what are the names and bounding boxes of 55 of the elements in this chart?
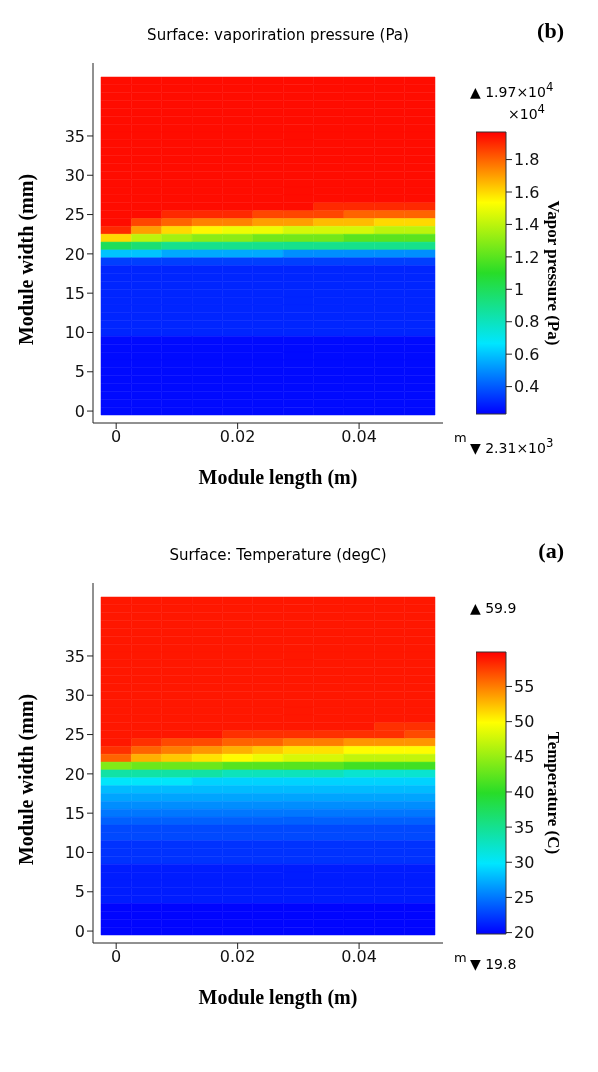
- x-tick-label: 0.04: [341, 947, 377, 967]
- text: m: [454, 950, 467, 965]
- y-tick-label: 0: [74, 401, 85, 421]
- x-axis-title: Module length (m): [197, 986, 359, 1009]
- color-bar-label: 1.4: [514, 215, 540, 235]
- y-tick-label: 5: [74, 362, 85, 382]
- y-tick-label: 20: [64, 764, 85, 784]
- text: ▼ 2.31×10$^{3}$: [470, 436, 554, 456]
- color-bar-label: 45: [514, 747, 535, 767]
- color-bar-label: 35: [514, 817, 535, 837]
- x-tick-label: 0.02: [219, 947, 256, 967]
- x-tick-label: 0.02: [219, 427, 256, 447]
- x-tick-label: 0.04: [341, 427, 377, 447]
- y-tick-label: 10: [64, 323, 85, 343]
- color-bar-label: 25: [514, 888, 535, 908]
- y-tick-label: 30: [64, 165, 85, 185]
- color-bar-label: 40: [514, 782, 535, 802]
- x-axis-title: Module length (m): [197, 466, 359, 489]
- text: (a): [538, 538, 564, 564]
- color-bar-label: 50: [514, 712, 535, 732]
- text: ▲ 59.9: [470, 600, 517, 616]
- color-bar-label: 20: [514, 923, 535, 943]
- text: ▲ 1.97×10$^{4}$: [470, 80, 554, 100]
- y-tick-label: 35: [64, 126, 85, 146]
- text: ×10$^{4}$: [508, 102, 545, 122]
- color-bar-label: 1.2: [514, 247, 540, 267]
- y-tick-label: 15: [64, 283, 85, 303]
- color-bar-label: 1.6: [514, 182, 540, 202]
- y-tick-label: 20: [64, 244, 85, 264]
- color-bar-label: 0.6: [514, 344, 540, 364]
- y-axis-title: Module width (mm): [14, 172, 38, 348]
- y-tick-label: 30: [64, 685, 85, 705]
- color-bar-label: 1: [514, 279, 525, 299]
- y-tick-label: 25: [64, 725, 85, 745]
- color-bar-label: 55: [514, 677, 535, 697]
- text: ▼ 19.8: [470, 956, 517, 972]
- y-axis-title: Module width (mm): [14, 692, 38, 868]
- y-tick-label: 25: [64, 205, 85, 225]
- color-bar-title: Temperature (C): [543, 730, 563, 857]
- color-bar-label: 0.8: [514, 312, 540, 332]
- text: m: [454, 430, 467, 445]
- y-tick-label: 5: [74, 882, 85, 902]
- y-tick-label: 0: [74, 921, 85, 941]
- color-bar-label: 30: [514, 852, 535, 872]
- x-tick-label: 0: [111, 947, 122, 967]
- y-tick-label: 15: [64, 803, 85, 823]
- color-bar-label: 0.4: [514, 377, 540, 397]
- x-tick-label: 0: [111, 427, 122, 447]
- chart-title: Surface: Temperature (degC): [168, 546, 388, 564]
- color-bar-title: Vapor pressure (Pa): [543, 199, 563, 348]
- color-bar-label: 1.8: [514, 150, 540, 170]
- chart-title: Surface: vaporiration pressure (Pa): [146, 26, 410, 44]
- text: (b): [537, 18, 564, 44]
- y-tick-label: 10: [64, 843, 85, 863]
- y-tick-label: 35: [64, 646, 85, 666]
